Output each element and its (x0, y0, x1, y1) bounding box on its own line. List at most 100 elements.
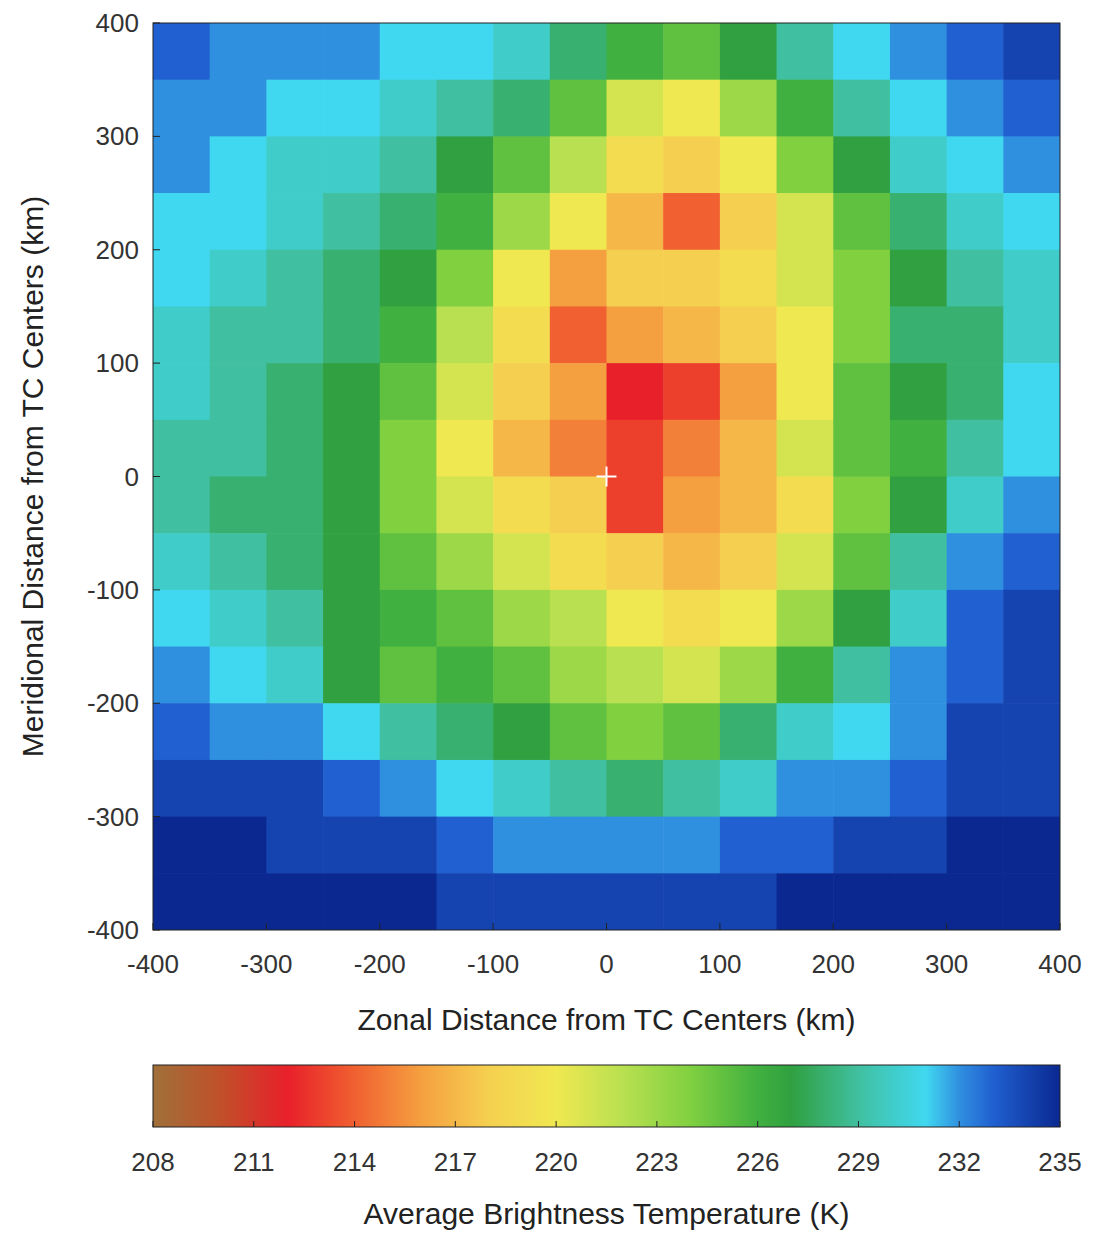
heat-cell (323, 306, 380, 363)
heat-cell (720, 647, 777, 704)
heat-cell (436, 193, 493, 250)
heat-cell (1003, 477, 1060, 534)
heat-cell (833, 306, 890, 363)
y-tick-label: 0 (125, 462, 139, 492)
heat-cell (720, 193, 777, 250)
heat-cell (720, 136, 777, 193)
heat-cell (1003, 136, 1060, 193)
heat-cell (663, 250, 720, 307)
heat-cell (607, 703, 664, 760)
heat-cell (607, 817, 664, 874)
heat-cell (663, 363, 720, 420)
center-marker-v (606, 467, 608, 487)
heat-cell (210, 873, 267, 930)
heat-cell (380, 80, 437, 137)
heat-cell (947, 193, 1004, 250)
heat-cell (833, 193, 890, 250)
heat-cell (153, 477, 210, 534)
x-tick-label: -100 (467, 949, 519, 979)
colorbar-tick (656, 1121, 657, 1127)
heat-cell (436, 590, 493, 647)
y-tick-label: 400 (96, 8, 139, 38)
colorbar-tick-label: 235 (1038, 1147, 1081, 1177)
heat-cell (663, 647, 720, 704)
heat-cell (777, 23, 834, 80)
heat-cell (153, 590, 210, 647)
x-tick-label: -200 (354, 949, 406, 979)
heat-cell (890, 80, 947, 137)
heat-cell (493, 590, 550, 647)
heat-cell (1003, 80, 1060, 137)
colorbar-tick (1060, 1121, 1061, 1127)
heat-cell (436, 420, 493, 477)
heat-cell (833, 647, 890, 704)
heat-cell (436, 250, 493, 307)
heat-cell (890, 420, 947, 477)
y-tick-label: 200 (96, 235, 139, 265)
heat-cell (663, 23, 720, 80)
heat-cell (607, 23, 664, 80)
heat-cell (607, 533, 664, 590)
colorbar-tick-label: 226 (736, 1147, 779, 1177)
heat-cell (890, 250, 947, 307)
heat-cell (890, 647, 947, 704)
x-tick-label: -300 (240, 949, 292, 979)
heat-cell (380, 477, 437, 534)
heat-cell (1003, 533, 1060, 590)
heat-cell (550, 193, 607, 250)
x-axis-title: Zonal Distance from TC Centers (km) (358, 1003, 856, 1036)
heat-cell (777, 533, 834, 590)
heat-cell (890, 23, 947, 80)
heat-cell (550, 477, 607, 534)
heat-cell (947, 420, 1004, 477)
heat-cell (323, 193, 380, 250)
heat-cell (493, 703, 550, 760)
heat-cell (550, 817, 607, 874)
heat-cell (663, 760, 720, 817)
heat-cell (210, 23, 267, 80)
heat-cell (663, 873, 720, 930)
heat-cell (493, 193, 550, 250)
heat-cell (720, 477, 777, 534)
y-tick-label: -300 (87, 802, 139, 832)
heat-cell (323, 533, 380, 590)
heat-cell (323, 250, 380, 307)
heat-cell (947, 817, 1004, 874)
heat-cell (947, 873, 1004, 930)
heat-cell (550, 420, 607, 477)
heat-cell (833, 420, 890, 477)
heat-cell (493, 306, 550, 363)
heat-cell (493, 817, 550, 874)
heat-cell (663, 703, 720, 760)
heat-cell (436, 306, 493, 363)
heat-cell (833, 136, 890, 193)
colorbar-tick-label: 214 (333, 1147, 376, 1177)
heat-cell (663, 80, 720, 137)
heat-cell (607, 250, 664, 307)
heat-cell (833, 80, 890, 137)
heat-cell (550, 760, 607, 817)
heat-cell (323, 136, 380, 193)
heat-cell (833, 590, 890, 647)
heat-cell (890, 306, 947, 363)
heat-cell (323, 477, 380, 534)
heat-cell (436, 363, 493, 420)
heat-cell (663, 817, 720, 874)
colorbar-tick (757, 1121, 758, 1127)
heat-cell (493, 873, 550, 930)
heat-cell (380, 590, 437, 647)
heat-cell (210, 193, 267, 250)
heat-cell (493, 760, 550, 817)
heat-cell (890, 873, 947, 930)
y-tick-label: -400 (87, 915, 139, 945)
heat-cell (890, 477, 947, 534)
heat-cell (947, 23, 1004, 80)
heat-cell (947, 647, 1004, 704)
heat-cell (607, 590, 664, 647)
heat-cell (323, 873, 380, 930)
heat-cell (607, 193, 664, 250)
heat-cell (947, 760, 1004, 817)
plot-frame (153, 23, 1060, 930)
y-axis-title: Meridional Distance from TC Centers (km) (16, 196, 49, 757)
heat-cell (493, 363, 550, 420)
